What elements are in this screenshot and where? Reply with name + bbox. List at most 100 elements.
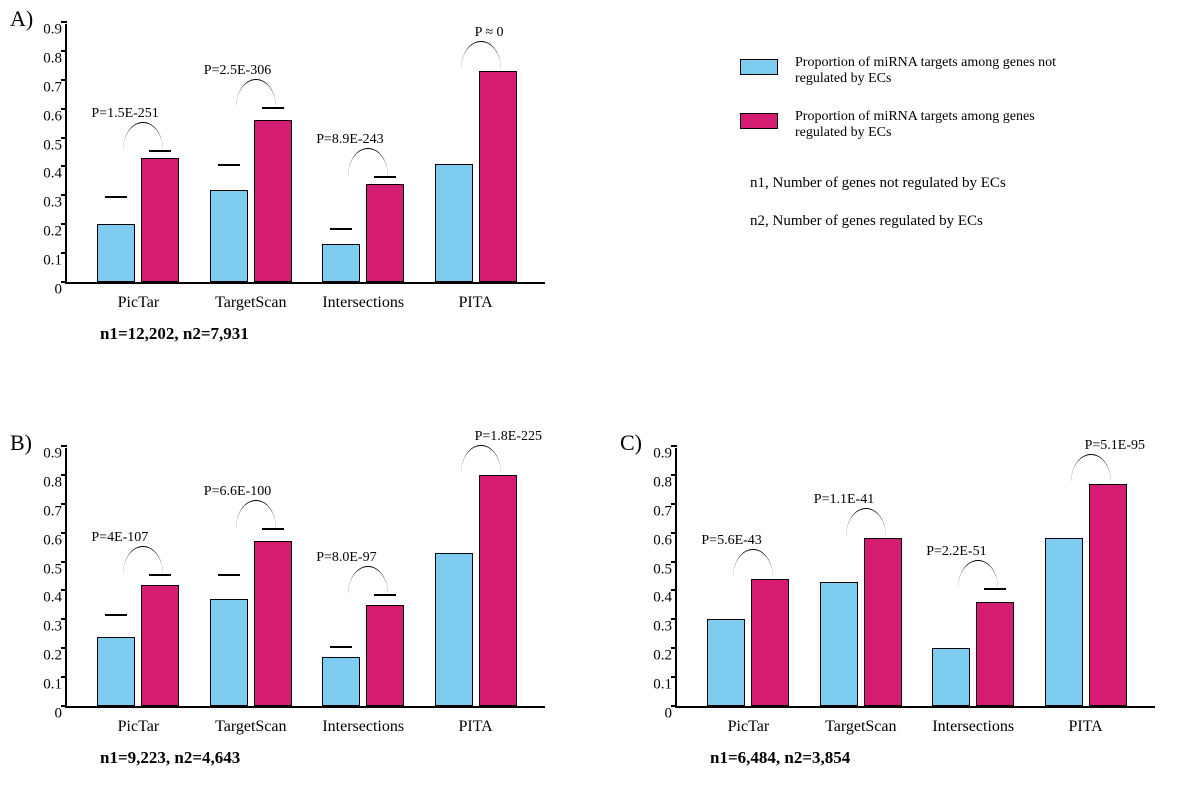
legend-note-n1: n1, Number of genes not regulated by ECs [750,175,1006,192]
p-value-label: P=2.5E-306 [204,63,271,79]
bar-pink [1089,484,1127,706]
bar-group: P=1.1E-41TargetScan [820,448,902,706]
error-cap [330,228,352,230]
y-tick: 0.6 [653,532,677,549]
p-value-label: P=5.1E-95 [1085,438,1145,454]
bar-group: P=8.9E-243Intersections [322,24,404,282]
p-value-label: P=1.1E-41 [814,492,874,508]
x-category-label: PicTar [79,282,197,312]
arc-connector [348,148,388,176]
bar-group: P=2.5E-306TargetScan [210,24,292,282]
bar-pink [976,602,1014,706]
bar-blue [435,553,473,706]
x-category-label: TargetScan [192,706,310,736]
panel-a: A) 00.10.20.30.40.50.60.70.80.9P=1.5E-25… [10,6,610,366]
error-cap [374,176,396,178]
arc-connector [123,122,163,150]
x-category-label: PicTar [79,706,197,736]
bar-pink [141,585,179,706]
y-tick: 0.8 [653,474,677,491]
error-cap [149,574,171,576]
y-tick: 0 [55,282,68,299]
p-value-label: P=4E-107 [91,530,148,546]
legend-note-n2: n2, Number of genes regulated by ECs [750,213,983,230]
panel-c: C) 00.10.20.30.40.50.60.70.80.9P=5.6E-43… [620,430,1200,790]
panel-a-caption: n1=12,202, n2=7,931 [100,324,249,344]
y-tick: 0.7 [653,503,677,520]
x-category-label: PITA [417,282,535,312]
arc-connector [1071,454,1111,482]
p-value-label: P=2.2E-51 [926,544,986,560]
x-category-label: Intersections [304,282,422,312]
error-cap [105,614,127,616]
y-tick: 0.5 [653,561,677,578]
panel-a-label: A) [10,6,33,32]
y-tick: 0.5 [43,561,67,578]
y-tick: 0.9 [43,22,67,39]
bar-blue [322,657,360,706]
error-cap [262,528,284,530]
x-category-label: PITA [1027,706,1145,736]
bar-blue [97,224,135,282]
legend-text-blue: Proportion of miRNA targets among genes … [795,55,1075,87]
y-tick: 0.7 [43,503,67,520]
bar-blue [1045,538,1083,706]
arc-connector [461,41,501,69]
bar-group: P=1.8E-225PITA [435,448,517,706]
y-tick: 0.3 [653,619,677,636]
error-cap [262,107,284,109]
y-tick: 0.7 [43,79,67,96]
bar-blue [435,164,473,282]
y-tick: 0.6 [43,108,67,125]
x-category-label: PITA [417,706,535,736]
bar-blue [210,599,248,706]
error-cap [105,196,127,198]
bar-pink [366,605,404,706]
bar-pink [751,579,789,706]
y-tick: 0 [55,706,68,723]
y-tick: 0.4 [43,166,67,183]
y-tick: 0.2 [43,648,67,665]
y-tick: 0.9 [43,446,67,463]
panel-c-plot: 00.10.20.30.40.50.60.70.80.9P=5.6E-43Pic… [675,448,1155,708]
legend-swatch-blue [740,59,778,75]
bar-blue [322,244,360,282]
p-value-label: P=8.0E-97 [316,550,376,566]
error-cap [984,588,1006,590]
error-cap [149,150,171,152]
bar-group: P=8.0E-97Intersections [322,448,404,706]
arc-connector [236,500,276,528]
bar-pink [479,71,517,282]
y-tick: 0.2 [653,648,677,665]
panel-b-label: B) [10,430,32,456]
y-tick: 0.9 [653,446,677,463]
y-tick: 0 [665,706,678,723]
y-tick: 0.6 [43,532,67,549]
arc-connector [123,546,163,574]
bar-blue [820,582,858,706]
arc-connector [958,560,998,588]
bar-blue [97,637,135,706]
y-tick: 0.1 [43,677,67,694]
bar-blue [210,190,248,282]
bar-blue [707,619,745,706]
panel-b: B) 00.10.20.30.40.50.60.70.80.9P=4E-107P… [10,430,610,790]
y-tick: 0.1 [43,253,67,270]
y-tick: 0.4 [43,590,67,607]
legend: Proportion of miRNA targets among genes … [740,55,1160,285]
bar-group: P=5.6E-43PicTar [707,448,789,706]
arc-connector [733,549,773,577]
arc-connector [461,445,501,473]
y-tick: 0.8 [43,50,67,67]
p-value-label: P=8.9E-243 [316,132,383,148]
bar-group: P=5.1E-95PITA [1045,448,1127,706]
y-tick: 0.5 [43,137,67,154]
legend-text-pink: Proportion of miRNA targets among genes … [795,109,1075,141]
p-value-label: P=6.6E-100 [204,484,271,500]
error-cap [218,574,240,576]
p-value-label: P=5.6E-43 [701,533,761,549]
x-category-label: Intersections [304,706,422,736]
error-cap [330,646,352,648]
panel-b-caption: n1=9,223, n2=4,643 [100,748,240,768]
p-value-label: P=1.5E-251 [91,106,158,122]
